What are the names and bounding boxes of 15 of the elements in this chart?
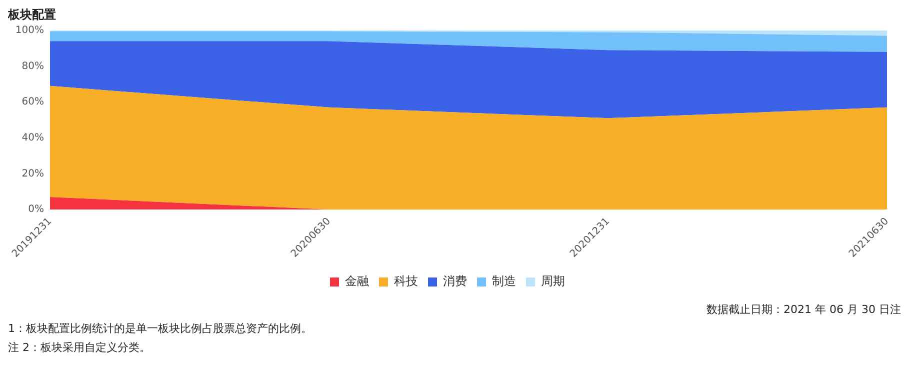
y-tick-label: 40% xyxy=(22,132,44,144)
y-tick-label: 100% xyxy=(15,24,44,36)
legend-label: 消费 xyxy=(443,274,467,288)
legend-label: 制造 xyxy=(492,274,516,288)
legend-label: 金融 xyxy=(345,274,369,288)
legend-label: 科技 xyxy=(394,274,418,288)
chart-title: 板块配置 xyxy=(7,7,56,22)
text: 数据截止日期：2021 年 06 月 30 日注 xyxy=(706,302,902,317)
text: 注 2：板块采用自定义分类。 xyxy=(8,340,152,355)
y-tick-label: 20% xyxy=(22,168,44,180)
text: 1：板块配置比例统计的是单一板块比例占股票总资产的比例。 xyxy=(8,321,313,336)
y-tick-label: 80% xyxy=(22,60,44,72)
legend-label: 周期 xyxy=(541,274,565,288)
y-tick-label: 0% xyxy=(28,204,44,216)
y-tick-label: 60% xyxy=(22,96,44,108)
